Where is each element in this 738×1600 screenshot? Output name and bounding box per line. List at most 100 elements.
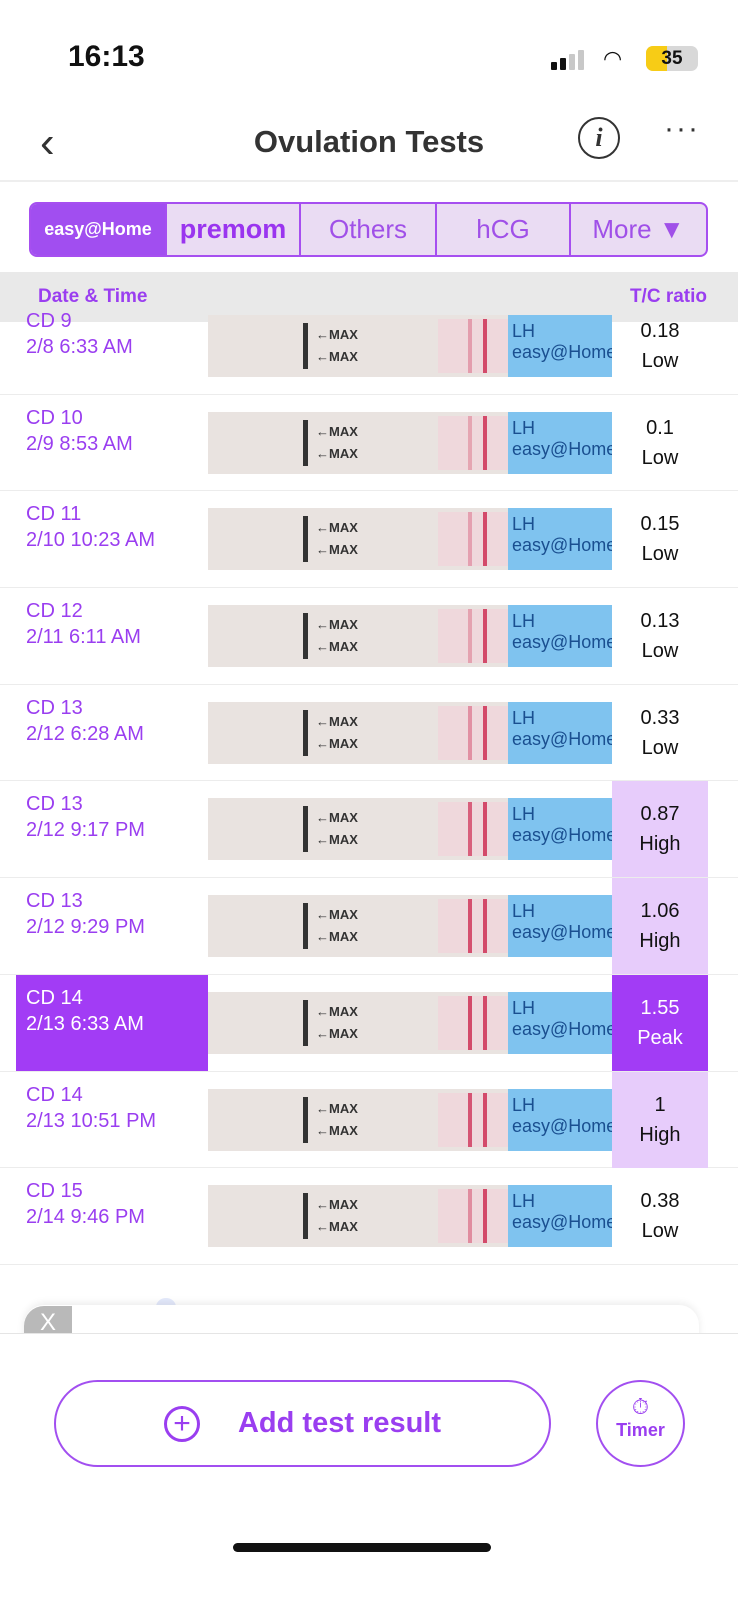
result-window (438, 415, 508, 470)
test-strip-image[interactable]: ←MAX ←MAX LH easy@Home (208, 508, 612, 571)
date-time: 2/13 10:51 PM (26, 1109, 157, 1132)
tab-premom[interactable]: premom (167, 204, 301, 255)
max-label: ←MAX (316, 1025, 358, 1041)
strip-brand-label: LH easy@Home (508, 701, 612, 764)
ratio-value: 1.06 (640, 900, 680, 923)
strip-brand-label: LH easy@Home (508, 315, 612, 377)
date-time: 2/12 9:17 PM (26, 819, 145, 842)
test-strip-image[interactable]: ←MAX ←MAX LH easy@Home (208, 798, 612, 861)
table-row[interactable]: CD 10 2/9 8:53 AM ←MAX ←MAX LH easy@Home … (0, 395, 738, 492)
control-line (483, 995, 487, 1050)
page-title: Ovulation Tests (253, 124, 485, 159)
more-options-icon[interactable]: ··· (664, 112, 700, 145)
strip-marker (303, 323, 308, 369)
max-label: ←MAX (316, 810, 358, 826)
result-window (438, 1092, 508, 1147)
max-label: ←MAX (316, 1003, 358, 1019)
result-window (438, 609, 508, 664)
table-row[interactable]: CD 11 2/10 10:23 AM ←MAX ←MAX LH easy@Hom… (0, 491, 738, 589)
test-strip-image[interactable]: ←MAX ←MAX LH easy@Home (208, 701, 612, 764)
ratio-level: High (639, 930, 681, 953)
brand-tabs: easy@Home premom Others hCG More ▼ (29, 202, 708, 257)
max-label: ←MAX (316, 445, 358, 461)
battery-icon: 35 (646, 46, 698, 71)
strip-brand-label: LH easy@Home (508, 411, 612, 474)
test-line (468, 512, 472, 567)
table-row[interactable]: CD 13 2/12 9:29 PM ←MAX ←MAX LH easy@Home… (0, 878, 738, 975)
ratio-value: 0.13 (640, 610, 680, 633)
cycle-day: CD 13 (26, 793, 83, 816)
test-line (468, 1092, 472, 1147)
ratio-level: Low (641, 736, 679, 759)
strip-marker (303, 1193, 308, 1240)
table-row[interactable]: CD 13 2/12 9:17 PM ←MAX ←MAX LH easy@Home… (0, 781, 738, 879)
tc-ratio-cell: 1 High (612, 1071, 708, 1168)
home-indicator[interactable] (233, 1543, 491, 1552)
ratio-value: 0.87 (640, 803, 680, 826)
plus-circle-icon: + (163, 1405, 200, 1442)
date-time: 2/9 8:53 AM (26, 432, 133, 455)
test-strip-image[interactable]: ←MAX ←MAX LH easy@Home (208, 1185, 612, 1248)
strip-marker (303, 613, 308, 660)
date-cell: CD 13 2/12 9:29 PM (16, 878, 208, 974)
control-line (483, 609, 487, 664)
tc-ratio-cell: 0.18 Low (612, 298, 708, 394)
ratio-level: High (639, 1123, 681, 1146)
table-row[interactable]: CD 12 2/11 6:11 AM ←MAX ←MAX LH easy@Home… (0, 588, 738, 685)
tab-hcg[interactable]: hCG (437, 204, 571, 255)
table-row[interactable]: CD 15 2/14 9:46 PM ←MAX ←MAX LH easy@Home… (0, 1168, 738, 1265)
test-strip-image[interactable]: ←MAX ←MAX LH easy@Home (208, 991, 612, 1054)
date-time: 2/8 6:33 AM (26, 336, 133, 358)
ratio-level: High (639, 833, 681, 856)
date-time: 2/14 9:46 PM (26, 1206, 145, 1229)
tc-ratio-cell: 1.06 High (612, 878, 708, 975)
test-strip-image[interactable]: ←MAX ←MAX LH easy@Home (208, 1088, 612, 1151)
tc-ratio-cell: 0.15 Low (612, 491, 708, 587)
test-strip-image[interactable]: ←MAX ←MAX LH easy@Home (208, 411, 612, 474)
test-line (468, 995, 472, 1050)
max-label: ←MAX (316, 520, 358, 536)
test-line (468, 705, 472, 760)
info-icon[interactable]: i (578, 117, 620, 159)
result-window (438, 899, 508, 954)
max-label: ←MAX (316, 349, 358, 364)
cycle-day: CD 14 (26, 986, 83, 1009)
test-strip-image[interactable]: ←MAX ←MAX LH easy@Home (208, 895, 612, 958)
test-line (468, 899, 472, 954)
date-cell: CD 10 2/9 8:53 AM (16, 395, 208, 491)
max-label: ←MAX (316, 713, 358, 729)
ratio-level: Low (641, 640, 679, 663)
tab-easy-home[interactable]: easy@Home (31, 204, 167, 255)
date-cell: CD 13 2/12 6:28 AM (16, 685, 208, 781)
date-cell: CD 15 2/14 9:46 PM (16, 1168, 208, 1264)
result-window (438, 1189, 508, 1244)
strip-marker (303, 1096, 308, 1143)
strip-marker (303, 903, 308, 950)
max-label: ←MAX (316, 907, 358, 923)
test-strip-image[interactable]: ←MAX ←MAX LH easy@Home (208, 605, 612, 668)
strip-brand-label: LH easy@Home (508, 798, 612, 861)
cycle-day: CD 13 (26, 696, 83, 719)
control-line (483, 319, 487, 373)
cycle-day: CD 9 (26, 310, 72, 332)
table-row[interactable]: CD 14 2/13 10:51 PM ←MAX ←MAX LH easy@Hom… (0, 1071, 738, 1169)
battery-level: 35 (661, 48, 683, 69)
control-line (483, 1189, 487, 1244)
strip-marker (303, 999, 308, 1046)
timer-button[interactable]: ⏱ Timer (596, 1380, 685, 1467)
table-row[interactable]: CD 9 2/8 6:33 AM ←MAX ←MAX LH easy@Home 0… (0, 298, 738, 395)
tab-more-dropdown[interactable]: More ▼ (592, 214, 685, 244)
control-line (483, 512, 487, 567)
control-line (483, 415, 487, 470)
tab-others[interactable]: Others (301, 204, 437, 255)
cycle-day: CD 12 (26, 600, 83, 623)
stopwatch-icon: ⏱ (631, 1394, 650, 1419)
back-chevron-icon[interactable]: ‹ (40, 118, 55, 167)
result-window (438, 802, 508, 857)
date-cell: CD 9 2/8 6:33 AM (16, 298, 208, 394)
add-test-result-button[interactable]: + Add test result (54, 1380, 551, 1467)
test-strip-image[interactable]: ←MAX ←MAX LH easy@Home (208, 315, 612, 377)
table-row[interactable]: CD 14 2/13 6:33 AM ←MAX ←MAX LH easy@Home… (0, 974, 738, 1072)
max-label: ←MAX (316, 735, 358, 751)
table-row[interactable]: CD 13 2/12 6:28 AM ←MAX ←MAX LH easy@Home… (0, 685, 738, 782)
